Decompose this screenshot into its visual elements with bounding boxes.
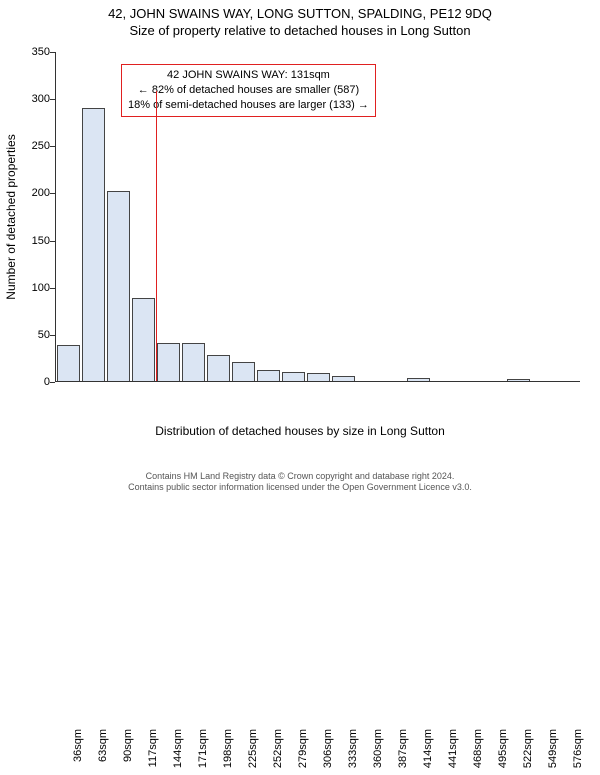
y-tick-label: 350 — [20, 46, 50, 58]
x-tick-label: 306sqm — [322, 729, 334, 775]
x-tick-label: 252sqm — [272, 729, 284, 775]
histogram-bar — [157, 343, 181, 381]
y-tick-mark — [50, 288, 55, 289]
y-tick-mark — [50, 146, 55, 147]
x-tick-label: 441sqm — [447, 729, 459, 775]
page-title: 42, JOHN SWAINS WAY, LONG SUTTON, SPALDI… — [0, 0, 600, 21]
x-tick-label: 144sqm — [172, 729, 184, 775]
page-subtitle: Size of property relative to detached ho… — [0, 21, 600, 42]
y-tick-label: 100 — [20, 282, 50, 294]
histogram-bar — [257, 370, 281, 381]
y-tick-mark — [50, 241, 55, 242]
x-tick-label: 549sqm — [547, 729, 559, 775]
x-tick-label: 468sqm — [472, 729, 484, 775]
histogram-bar — [332, 376, 356, 381]
x-tick-label: 387sqm — [397, 729, 409, 775]
annotation-box: 42 JOHN SWAINS WAY: 131sqm← 82% of detac… — [121, 64, 376, 117]
y-axis-label: Number of detached properties — [4, 134, 18, 299]
histogram-bar — [207, 355, 231, 381]
histogram-bar — [307, 373, 331, 381]
histogram-bar — [82, 108, 106, 381]
footer-text: Contains HM Land Registry data © Crown c… — [0, 471, 600, 494]
x-tick-label: 333sqm — [347, 729, 359, 775]
histogram-bar — [232, 362, 256, 381]
y-tick-mark — [50, 99, 55, 100]
histogram-bar — [182, 343, 206, 381]
x-tick-label: 576sqm — [572, 729, 584, 775]
x-tick-label: 117sqm — [147, 729, 159, 775]
footer-line-1: Contains HM Land Registry data © Crown c… — [0, 471, 600, 483]
x-tick-label: 495sqm — [497, 729, 509, 775]
histogram-bar — [132, 298, 156, 381]
x-tick-label: 414sqm — [422, 729, 434, 775]
y-tick-mark — [50, 382, 55, 383]
y-tick-mark — [50, 193, 55, 194]
y-tick-label: 300 — [20, 93, 50, 105]
y-tick-label: 250 — [20, 140, 50, 152]
annotation-line: 42 JOHN SWAINS WAY: 131sqm — [128, 68, 369, 83]
plot-area: 42 JOHN SWAINS WAY: 131sqm← 82% of detac… — [55, 52, 580, 382]
x-tick-label: 90sqm — [122, 729, 134, 775]
histogram-bar — [57, 345, 81, 381]
x-tick-label: 522sqm — [522, 729, 534, 775]
x-tick-label: 198sqm — [222, 729, 234, 775]
x-tick-label: 63sqm — [97, 729, 109, 775]
reference-line — [156, 91, 157, 381]
histogram-bar — [507, 379, 531, 381]
annotation-line: 18% of semi-detached houses are larger (… — [128, 98, 369, 113]
histogram-bar — [282, 372, 306, 381]
y-tick-label: 150 — [20, 235, 50, 247]
x-tick-label: 171sqm — [197, 729, 209, 775]
annotation-line: ← 82% of detached houses are smaller (58… — [128, 83, 369, 98]
y-tick-mark — [50, 335, 55, 336]
y-tick-label: 0 — [20, 376, 50, 388]
histogram-bar — [407, 378, 431, 381]
histogram-bar — [107, 191, 131, 381]
x-axis-label: Distribution of detached houses by size … — [0, 424, 600, 438]
histogram-chart: Number of detached properties 42 JOHN SW… — [0, 42, 600, 432]
y-tick-label: 50 — [20, 329, 50, 341]
x-tick-label: 225sqm — [247, 729, 259, 775]
y-tick-label: 200 — [20, 187, 50, 199]
y-tick-mark — [50, 52, 55, 53]
x-tick-label: 279sqm — [297, 729, 309, 775]
x-tick-label: 360sqm — [372, 729, 384, 775]
x-tick-label: 36sqm — [72, 729, 84, 775]
footer-line-2: Contains public sector information licen… — [0, 482, 600, 494]
